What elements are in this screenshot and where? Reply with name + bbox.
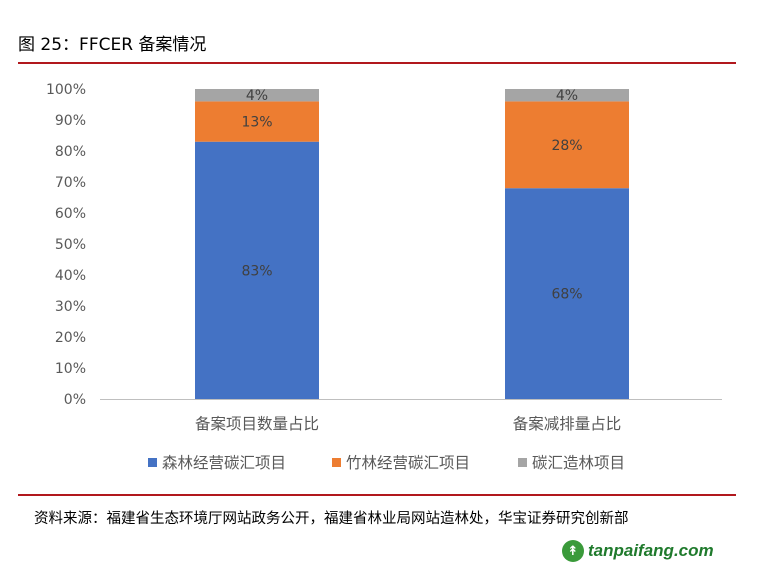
bar-segment [195,89,319,102]
y-tick-label: 100% [46,82,86,98]
y-tick-label: 20% [55,330,86,346]
legend-label: 森林经营碳汇项目 [162,454,286,472]
y-tick-label: 30% [55,299,86,315]
legend-label: 碳汇造林项目 [532,454,625,472]
legend-swatch [518,458,527,467]
y-tick-label: 50% [55,237,86,253]
bar-segment [505,188,629,399]
data-label: 4% [556,88,578,104]
data-label: 83% [241,263,272,279]
bar-segment [505,89,629,102]
source-note: 资料来源：福建省生态环境厅网站政务公开，福建省林业局网站造林处，华宝证券研究创新… [34,511,629,527]
watermark-text: tanpaifang.com [588,541,714,560]
y-tick-label: 0% [64,392,86,408]
bars: 83% 13% 4% 68% 28% 4% [195,88,629,399]
source-divider [18,494,736,496]
title-divider [18,62,736,64]
data-label: 13% [241,115,272,131]
bar-segment [195,141,319,399]
x-axis: 备案项目数量占比 备案减排量占比 [100,399,722,433]
data-label: 68% [551,287,582,303]
bar-segment [505,101,629,189]
y-tick-label: 90% [55,113,86,129]
y-tick-label: 40% [55,268,86,284]
data-label: 28% [551,138,582,154]
y-tick-label: 80% [55,144,86,160]
y-tick-label: 70% [55,175,86,191]
y-axis: 0% 10% 20% 30% 40% 50% 60% 70% 80% 90% 100% [46,82,86,408]
bar-segment [195,101,319,142]
data-label: 4% [246,88,268,104]
watermark-logo: ↟ tanpaifang.com [562,538,714,564]
legend: 森林经营碳汇项目 竹林经营碳汇项目 碳汇造林项目 [148,454,625,472]
y-tick-label: 10% [55,361,86,377]
leaf-logo-icon: ↟ [562,540,584,562]
legend-label: 竹林经营碳汇项目 [346,454,470,472]
legend-swatch [332,458,341,467]
y-tick-label: 60% [55,206,86,222]
x-category-label: 备案减排量占比 [513,415,622,433]
x-category-label: 备案项目数量占比 [195,415,319,433]
stacked-bar-chart: 0% 10% 20% 30% 40% 50% 60% 70% 80% 90% 100% 83% 13%… [46,82,722,472]
legend-swatch [148,458,157,467]
figure-title: 图 25：FFCER 备案情况 [18,35,207,55]
